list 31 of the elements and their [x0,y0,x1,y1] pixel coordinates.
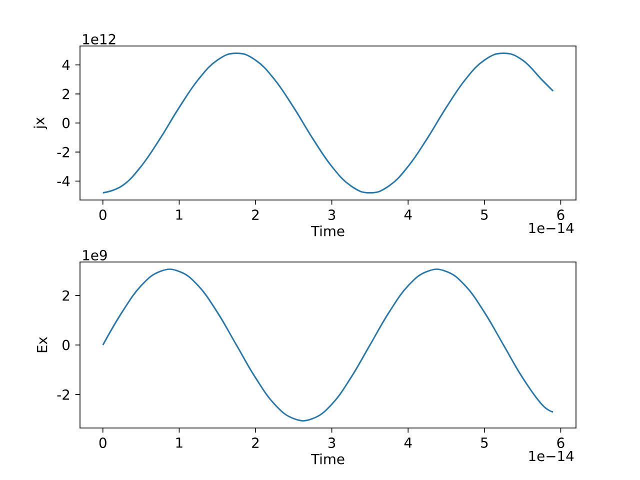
x-tick-label: 3 [328,438,336,448]
x-tick-label: 1 [176,210,182,220]
x-tick-label: 0 [99,438,106,448]
x-axis-title: Time [310,226,344,236]
y-axis-title: jx [34,117,48,130]
x-tick-label: 4 [404,210,412,220]
y-axis-title: Ex [37,336,48,352]
text: 1e12 [83,34,116,44]
line-series [102,52,554,194]
x-tick-label: 1 [176,438,182,448]
text: 1e−14 [529,222,574,234]
y-tick-label: -2 [57,146,70,158]
y-tick-label: -4 [57,176,70,186]
y-tick-label: 2 [62,88,70,100]
y-tick-label: 2 [62,290,70,301]
text: 1e−14 [529,450,574,462]
y-tick-label: 0 [62,118,70,128]
y-tick-label: -2 [57,389,70,400]
x-tick-label: 4 [404,438,412,448]
x-tick-label: 5 [481,210,488,220]
x-tick-label: 5 [481,438,488,448]
x-tick-label: 2 [252,210,259,220]
text: 1e9 [83,250,107,260]
x-tick-label: 0 [99,210,106,220]
x-tick-label: 6 [557,210,564,220]
y-tick-label: 0 [62,340,70,350]
x-axis-title: Time [310,454,344,464]
x-tick-label: 2 [252,438,259,448]
x-tick-label: 6 [557,438,564,448]
y-tick-label: 4 [62,60,70,70]
x-tick-label: 3 [328,210,336,220]
